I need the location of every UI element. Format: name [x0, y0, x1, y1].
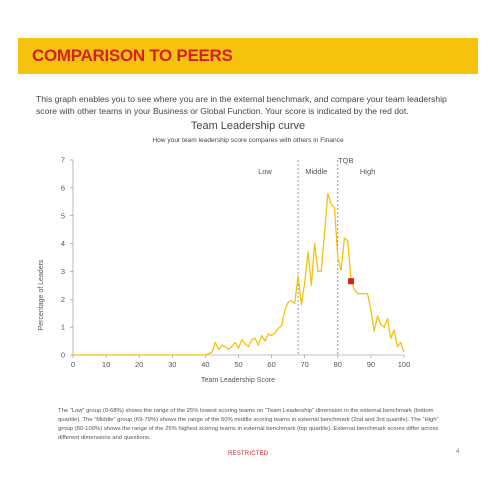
- x-tick-label: 30: [168, 360, 176, 369]
- y-tick-label: 0: [61, 351, 65, 360]
- page-title: COMPARISON TO PEERS: [32, 46, 233, 65]
- x-tick-label: 80: [334, 360, 342, 369]
- chart-subtitle: How your team leadership score compares …: [152, 137, 344, 144]
- zone-label-high: High: [360, 167, 375, 176]
- y-tick-label: 1: [61, 323, 65, 332]
- x-tick-label: 20: [135, 360, 143, 369]
- zone-label-low: Low: [258, 167, 272, 176]
- y-tick-label: 7: [61, 156, 65, 165]
- x-axis-label: Team Leadership Score: [201, 377, 275, 384]
- curve-line: [73, 192, 405, 356]
- x-tick-label: 0: [71, 360, 75, 369]
- page-number: 4: [456, 449, 460, 455]
- y-tick-label: 5: [61, 211, 65, 220]
- your-score-dot: [348, 278, 355, 285]
- y-tick-label: 3: [61, 267, 65, 276]
- y-tick-label: 4: [61, 239, 65, 248]
- header-banner: COMPARISON TO PEERS: [18, 38, 478, 74]
- team-leadership-chart: Team Leadership curve How your team lead…: [38, 120, 411, 384]
- intro-text: This graph enables you to see where you …: [36, 93, 447, 116]
- x-tick-label: 40: [201, 360, 209, 369]
- top-marker-label: TQB: [338, 156, 353, 165]
- x-tick-label: 50: [234, 360, 242, 369]
- y-tick-label: 6: [61, 183, 65, 192]
- x-tick-label: 90: [367, 360, 375, 369]
- footnote-text: The “Low” group (0-68%) shows the range …: [58, 407, 439, 441]
- y-tick-label: 2: [61, 295, 65, 304]
- x-tick-label: 60: [267, 360, 275, 369]
- x-tick-label: 70: [301, 360, 309, 369]
- chart-title: Team Leadership curve: [191, 120, 305, 132]
- y-axis-label: Percentage of Leaders: [38, 259, 45, 330]
- restricted-label: RESTRICTED: [228, 451, 269, 457]
- zone-label-middle: Middle: [305, 167, 327, 176]
- x-tick-label: 100: [398, 360, 411, 369]
- x-tick-label: 10: [102, 360, 110, 369]
